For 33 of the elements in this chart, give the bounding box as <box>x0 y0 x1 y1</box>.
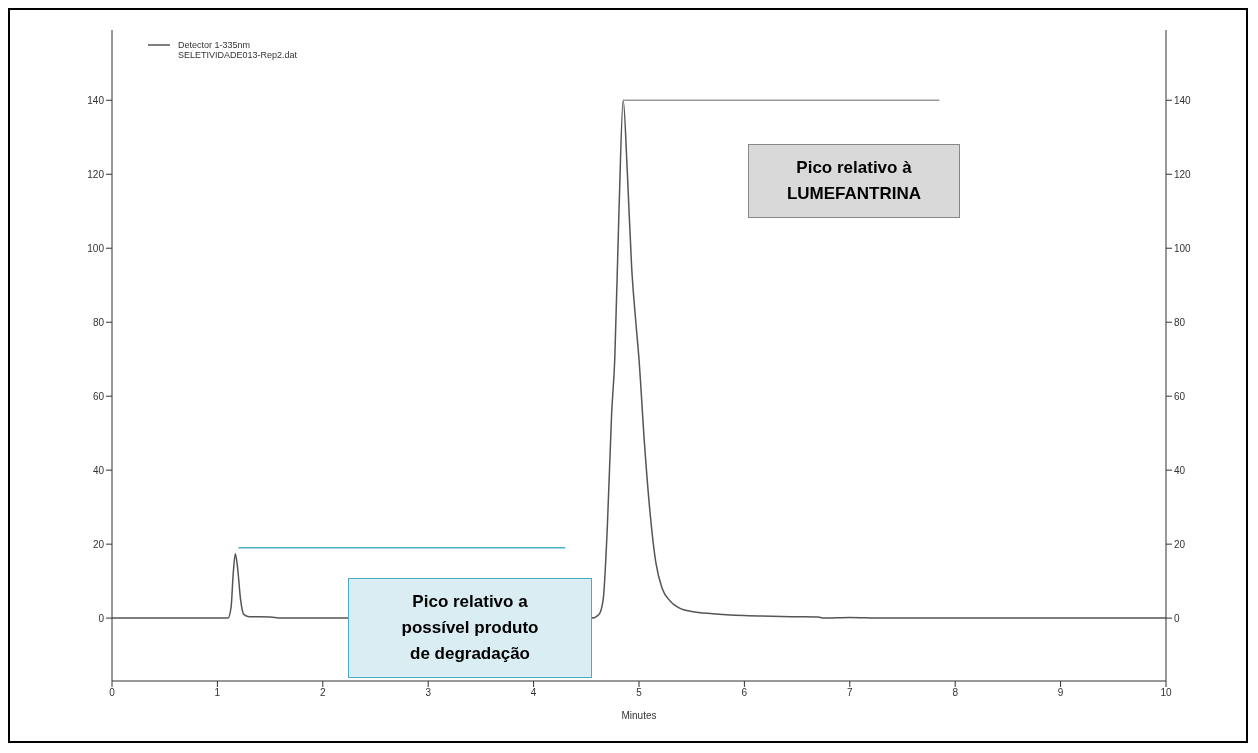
y-tick-label: 40 <box>92 464 105 476</box>
y-tick-label: 120 <box>87 168 105 180</box>
y-tick-label: 100 <box>87 242 105 254</box>
legend-label: Detector 1-335nm SELETIVIDADE013-Rep2.dat <box>178 40 298 60</box>
y2-tick-label: 40 <box>1174 464 1186 476</box>
x-tick-label: 4 <box>530 687 537 699</box>
x-tick-label: 8 <box>952 687 959 699</box>
x-tick-label: 9 <box>1057 687 1064 699</box>
y2-tick-label: 140 <box>1174 94 1192 106</box>
x-tick-label: 7 <box>847 687 854 699</box>
x-tick-label: 1 <box>214 687 221 699</box>
x-tick-label: 5 <box>636 687 643 699</box>
y2-tick-label: 20 <box>1174 538 1186 550</box>
y-tick-label: 20 <box>92 538 105 550</box>
x-tick-label: 10 <box>1160 687 1172 699</box>
y2-tick-label: 60 <box>1174 390 1186 402</box>
x-tick-label: 0 <box>109 687 116 699</box>
y-tick-label: 80 <box>92 316 105 328</box>
x-tick-label: 2 <box>320 687 327 699</box>
callout-box: Pico relativo a possível produto de degradação <box>348 578 592 678</box>
y2-tick-label: 0 <box>1174 612 1180 624</box>
x-tick-label: 3 <box>425 687 432 699</box>
y-tick-label: 0 <box>98 612 105 624</box>
x-axis-title: Minutes <box>621 710 657 721</box>
y2-tick-label: 100 <box>1174 242 1192 254</box>
y-tick-label: 60 <box>92 390 105 402</box>
x-tick-label: 6 <box>741 687 748 699</box>
annotation: Pico relativo a possível produto de degradação <box>401 591 539 665</box>
annotation: Pico relativo à LUMEFANTRINA <box>786 157 922 205</box>
callout-box: Pico relativo à LUMEFANTRINA <box>748 144 960 218</box>
y-tick-label: 140 <box>87 94 105 106</box>
y2-tick-label: 80 <box>1174 316 1186 328</box>
y2-tick-label: 120 <box>1174 168 1192 180</box>
